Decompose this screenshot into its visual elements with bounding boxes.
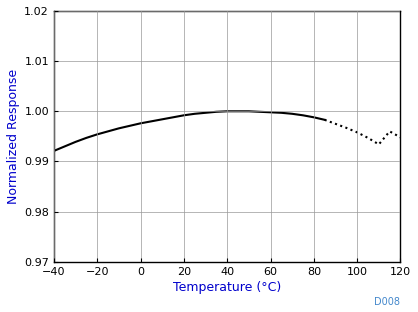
X-axis label: Temperature (°C): Temperature (°C) xyxy=(173,281,281,294)
Text: D008: D008 xyxy=(375,297,400,307)
Y-axis label: Normalized Response: Normalized Response xyxy=(7,69,20,204)
